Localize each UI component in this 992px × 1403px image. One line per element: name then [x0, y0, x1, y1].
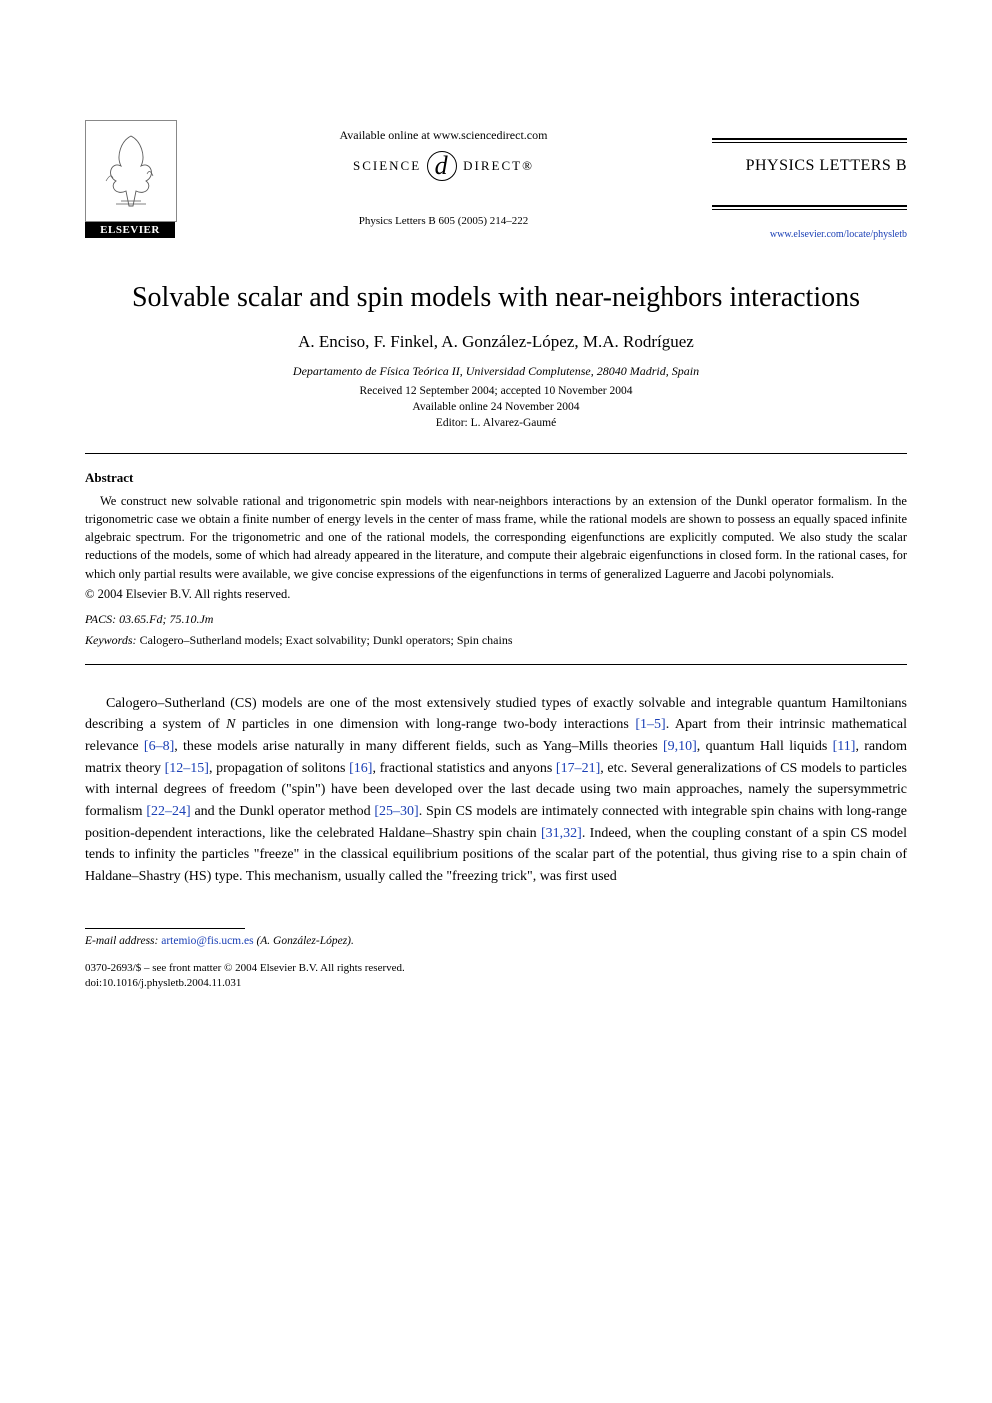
abstract-copyright: © 2004 Elsevier B.V. All rights reserved…	[85, 587, 907, 602]
rule-thin	[712, 142, 907, 143]
ref-9-10[interactable]: [9,10]	[663, 739, 697, 754]
footer-info: 0370-2693/$ – see front matter © 2004 El…	[85, 961, 907, 992]
ref-31-32[interactable]: [31,32]	[541, 826, 582, 841]
received-date: Received 12 September 2004; accepted 10 …	[85, 385, 907, 397]
rule-thick-2	[712, 205, 907, 207]
rule-thick	[712, 138, 907, 140]
journal-title-box: PHYSICS LETTERS B www.elsevier.com/locat…	[712, 120, 907, 242]
ref-12-15[interactable]: [12–15]	[165, 761, 209, 776]
keywords-text: Calogero–Sutherland models; Exact solvab…	[140, 633, 513, 647]
ref-25-30[interactable]: [25–30]	[374, 804, 418, 819]
abstract-heading: Abstract	[85, 470, 907, 486]
elsevier-tree-icon	[85, 120, 177, 222]
ref-1-5[interactable]: [1–5]	[635, 717, 665, 732]
rule-above-abstract	[85, 453, 907, 454]
ref-22-24[interactable]: [22–24]	[146, 804, 190, 819]
center-header: Available online at www.sciencedirect.co…	[175, 120, 712, 227]
keywords-line: Keywords: Calogero–Sutherland models; Ex…	[85, 633, 907, 648]
body-1b: particles in one dimension with long-ran…	[235, 717, 635, 732]
email-author: (A. González-López).	[254, 935, 354, 947]
journal-reference: Physics Letters B 605 (2005) 214–222	[175, 215, 712, 227]
editor: Editor: L. Alvarez-Gaumé	[85, 417, 907, 429]
journal-title: PHYSICS LETTERS B	[712, 157, 907, 175]
body-1e: , quantum Hall liquids	[697, 739, 833, 754]
paper-page: ELSEVIER Available online at www.science…	[0, 0, 992, 1052]
doi: doi:10.1016/j.physletb.2004.11.031	[85, 976, 907, 991]
sd-at-icon: d	[427, 151, 457, 181]
email-link[interactable]: artemio@fis.ucm.es	[161, 935, 253, 947]
authors: A. Enciso, F. Finkel, A. González-López,…	[85, 332, 907, 352]
keywords-label: Keywords:	[85, 633, 137, 647]
footer-rule	[85, 928, 245, 929]
ref-17-21[interactable]: [17–21]	[556, 761, 600, 776]
pacs-codes: 03.65.Fd; 75.10.Jm	[119, 612, 213, 626]
body-1g: , propagation of solitons	[209, 761, 349, 776]
pacs-line: PACS: 03.65.Fd; 75.10.Jm	[85, 612, 907, 627]
journal-url-link[interactable]: www.elsevier.com/locate/physletb	[770, 229, 907, 240]
science-direct-logo: SCIENCE d DIRECT®	[353, 151, 534, 181]
ref-6-8[interactable]: [6–8]	[144, 739, 174, 754]
article-title: Solvable scalar and spin models with nea…	[85, 282, 907, 314]
body-1d: , these models arise naturally in many d…	[174, 739, 663, 754]
sd-left: SCIENCE	[353, 158, 421, 174]
body-paragraph-1: Calogero–Sutherland (CS) models are one …	[85, 693, 907, 888]
affiliation: Departamento de Física Teórica II, Unive…	[85, 364, 907, 379]
rule-below-keywords	[85, 664, 907, 665]
elsevier-logo: ELSEVIER	[85, 120, 175, 238]
body-1h: , fractional statistics and anyons	[372, 761, 555, 776]
pacs-label: PACS:	[85, 612, 116, 626]
ref-16[interactable]: [16]	[349, 761, 372, 776]
email-line: E-mail address: artemio@fis.ucm.es (A. G…	[85, 935, 907, 947]
sd-right: DIRECT®	[463, 158, 534, 174]
rule-thin-2	[712, 209, 907, 210]
email-label: E-mail address:	[85, 935, 158, 947]
front-matter: 0370-2693/$ – see front matter © 2004 El…	[85, 961, 907, 976]
body-1j: and the Dunkl operator method	[191, 804, 375, 819]
ref-11[interactable]: [11]	[833, 739, 856, 754]
abstract-text: We construct new solvable rational and t…	[85, 492, 907, 583]
available-date: Available online 24 November 2004	[85, 401, 907, 413]
available-online-text: Available online at www.sciencedirect.co…	[175, 128, 712, 143]
header-row: ELSEVIER Available online at www.science…	[85, 120, 907, 242]
elsevier-label: ELSEVIER	[85, 222, 175, 238]
